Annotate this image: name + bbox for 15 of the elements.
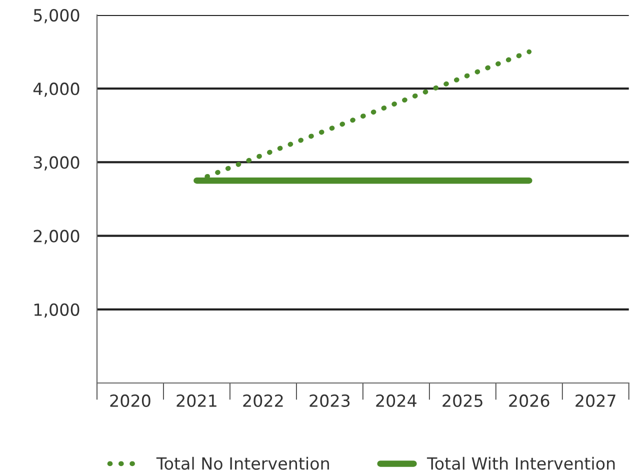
legend-label: Total No Intervention	[156, 456, 329, 470]
x-tick-label: 2021	[176, 394, 216, 408]
y-tick-label: 1,000	[34, 303, 80, 318]
x-tick-label: 2020	[110, 394, 150, 408]
legend-label: Total With Intervention	[426, 456, 615, 470]
x-tick-label: 2026	[509, 394, 550, 408]
y-tick-label: 2,000	[34, 230, 80, 244]
x-tick-label: 2024	[376, 394, 416, 408]
y-tick-label: 4,000	[33, 82, 80, 97]
x-tick-label: 2027	[576, 394, 616, 408]
x-tick-label: 2025	[442, 394, 482, 408]
y-tick-label: 5,000	[34, 8, 80, 24]
x-tick-label: 2022	[243, 394, 283, 408]
y-tick-label: 3,000	[34, 156, 80, 170]
x-tick-label: 2023	[310, 394, 350, 408]
